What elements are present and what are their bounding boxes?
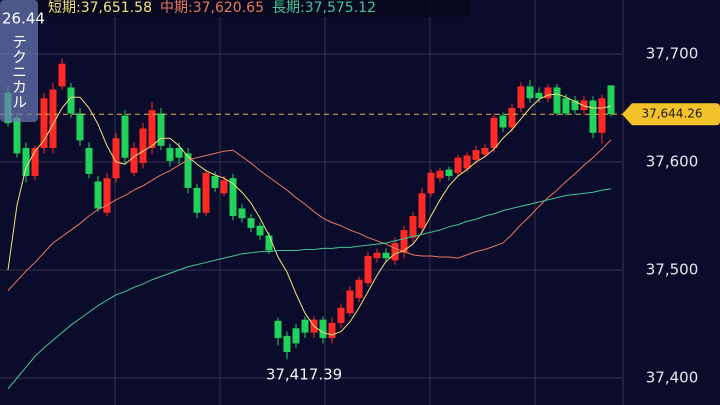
- candle-body: [238, 208, 246, 219]
- candle-body: [202, 172, 210, 213]
- candle-body: [67, 87, 75, 114]
- legend-value: 37,620.65: [193, 0, 264, 16]
- legend-name: 短期:: [48, 0, 81, 16]
- candle-body: [211, 176, 219, 188]
- candle-body: [103, 178, 111, 213]
- legend-name: 長期:: [272, 0, 305, 16]
- legend-entry: 長期:37,575.12: [272, 0, 376, 16]
- candle-body: [382, 252, 390, 259]
- legend-value: 37,651.58: [81, 0, 152, 16]
- candle-body: [283, 335, 291, 353]
- candle-body: [265, 235, 273, 251]
- candle-body: [229, 178, 237, 216]
- candle-body: [337, 307, 345, 323]
- technical-button-label[interactable]: テクニカル: [10, 34, 28, 109]
- candle-body: [31, 147, 39, 177]
- ma-line: [7, 188, 612, 390]
- candle-body: [328, 322, 336, 339]
- candle-body: [526, 86, 534, 99]
- candle-body: [463, 155, 471, 169]
- candle-body: [355, 279, 363, 299]
- candle-body: [247, 218, 255, 228]
- candle-body: [346, 290, 354, 314]
- y-tick-label: 37,600: [646, 153, 699, 171]
- candle-body: [373, 252, 381, 259]
- candle-body: [256, 225, 264, 236]
- candle-body: [454, 157, 462, 173]
- grid: 37,400 37,500 37,600 37,700: [0, 45, 698, 387]
- candle-body: [112, 138, 120, 179]
- candle-body: [499, 115, 507, 128]
- candle-body: [184, 153, 192, 188]
- candle-body: [319, 319, 327, 339]
- legend-value: 37,575.12: [305, 0, 376, 16]
- vertical-grid: [114, 0, 624, 405]
- candle-body: [508, 108, 516, 128]
- candle-body: [130, 147, 138, 173]
- candle-body: [139, 128, 147, 164]
- y-tick-label: 37,700: [646, 45, 699, 63]
- candle-body: [58, 63, 66, 87]
- candle-body: [121, 115, 129, 158]
- candle-body: [175, 147, 183, 158]
- indicator-value: 26.44: [2, 10, 45, 28]
- candle-body: [418, 193, 426, 228]
- candle-body: [364, 255, 372, 283]
- candle-body: [535, 92, 543, 99]
- candle-body: [166, 147, 174, 161]
- low-annotation: 37,417.39: [266, 366, 342, 384]
- last-price-box: [622, 103, 720, 126]
- candle-body: [607, 85, 615, 115]
- candle-body: [436, 170, 444, 179]
- candle-body: [274, 320, 282, 339]
- candle-body: [292, 328, 300, 344]
- candle-body: [544, 87, 552, 99]
- ma-line: [7, 139, 612, 291]
- candle-body: [49, 89, 57, 148]
- candle-body: [598, 98, 606, 133]
- candle-body: [427, 172, 435, 194]
- candle-body: [13, 117, 21, 154]
- legend-name: 中期:: [160, 0, 193, 16]
- candle-body: [157, 113, 165, 146]
- candle-body: [400, 230, 408, 253]
- legend-bar: [0, 0, 470, 17]
- candle-body: [481, 147, 489, 155]
- candles: [4, 58, 615, 360]
- candle-body: [148, 110, 156, 148]
- candle-body: [220, 180, 228, 194]
- ma-line: [7, 93, 612, 336]
- candle-body: [553, 87, 561, 114]
- y-tick-label: 37,500: [646, 261, 699, 279]
- candle-body: [40, 98, 48, 148]
- y-tick-label: 37,400: [646, 369, 699, 387]
- candle-body: [301, 319, 309, 333]
- overlays: 26.44 テクニカル 短期:37,651.58 中期:37,620.65 長期:3…: [0, 0, 720, 384]
- candle-body: [571, 100, 579, 111]
- candle-body: [589, 100, 597, 133]
- legend-entry: 短期:37,651.58: [48, 0, 152, 16]
- candle-body: [490, 117, 498, 148]
- candle-body: [94, 181, 102, 209]
- candle-body: [517, 86, 525, 108]
- candle-body: [445, 169, 453, 177]
- technical-button[interactable]: [0, 0, 38, 122]
- candle-body: [76, 113, 84, 141]
- candle-body: [85, 147, 93, 174]
- moving-averages: [0, 93, 622, 390]
- candle-body: [391, 243, 399, 261]
- last-price-label: 37,644.26: [641, 107, 702, 121]
- candle-body: [22, 147, 30, 177]
- candle-body: [193, 187, 201, 213]
- legend-entry: 中期:37,620.65: [160, 0, 264, 16]
- candle-body: [472, 150, 480, 160]
- candle-body: [409, 216, 417, 238]
- candle-body: [562, 98, 570, 114]
